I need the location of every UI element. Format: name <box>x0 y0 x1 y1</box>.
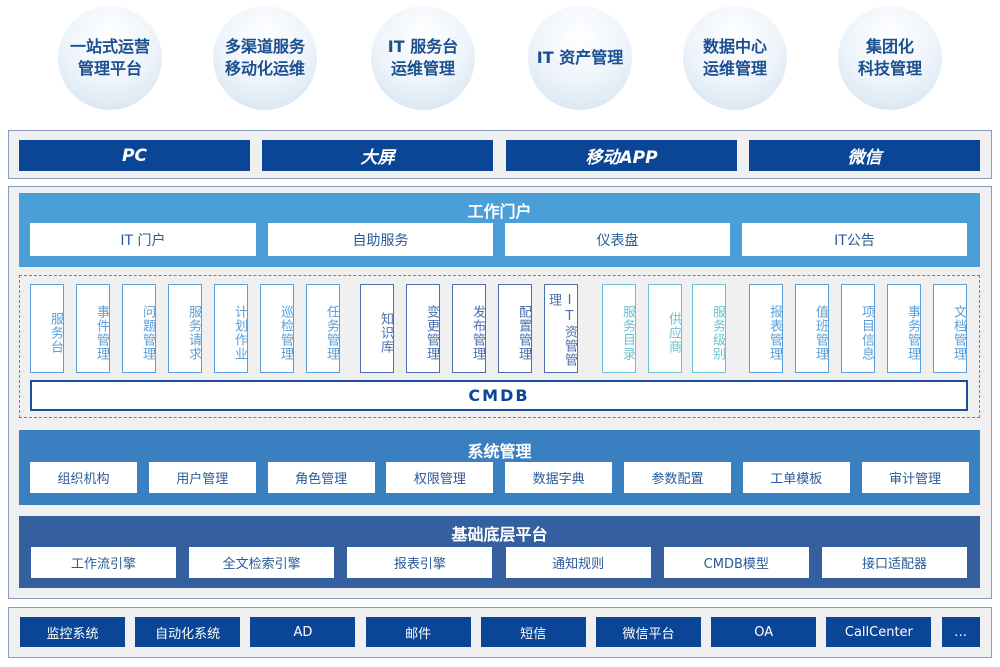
integration-item[interactable]: 微信平台 <box>596 617 701 647</box>
system-item[interactable]: 审计管理 <box>861 462 969 493</box>
base-title: 基础底层平台 <box>451 525 548 544</box>
scenario-circle: 一站式运营 管理平台 <box>58 6 162 110</box>
scenario-circle: 数据中心 运维管理 <box>683 6 787 110</box>
scenario-circle: 集团化 科技管理 <box>838 6 942 110</box>
module-item[interactable]: 项目信息 <box>841 284 875 373</box>
integration-item[interactable]: … <box>941 617 980 647</box>
module-item[interactable]: 发布管理 <box>452 284 486 373</box>
module-item[interactable]: 值班管理 <box>795 284 829 373</box>
scenario-circle: 多渠道服务 移动化运维 <box>213 6 317 110</box>
scenario-circle: IT 资产管理 <box>528 6 632 110</box>
portal-item[interactable]: IT 门户 <box>30 223 256 256</box>
system-item[interactable]: 角色管理 <box>267 462 375 493</box>
portal-item[interactable]: 自助服务 <box>268 223 493 256</box>
base-item[interactable]: 接口适配器 <box>822 547 967 578</box>
cmdb-bar: CMDB <box>30 380 968 411</box>
base-item[interactable]: 全文检索引擎 <box>189 547 335 578</box>
module-item[interactable]: 事件管理 <box>76 284 110 373</box>
base-item[interactable]: 报表引擎 <box>347 547 493 578</box>
module-item[interactable]: 服务台 <box>30 284 64 373</box>
integration-item[interactable]: CallCenter <box>826 617 932 647</box>
portal-item[interactable]: IT公告 <box>742 223 967 256</box>
module-item[interactable]: 变更管理 <box>406 284 440 373</box>
channel-button[interactable]: 大屏 <box>262 140 493 171</box>
module-item[interactable]: 供应商 <box>648 284 682 373</box>
module-item[interactable]: 计划作业 <box>214 284 248 373</box>
integration-item[interactable]: 监控系统 <box>20 617 125 647</box>
module-item[interactable]: 事务管理 <box>887 284 921 373</box>
integration-item[interactable]: OA <box>711 617 817 647</box>
module-item[interactable]: 知识库 <box>360 284 394 373</box>
module-item[interactable]: 任务管理 <box>306 284 340 373</box>
base-band: 基础底层平台 <box>19 516 980 588</box>
integration-item[interactable]: 短信 <box>480 617 586 647</box>
system-item[interactable]: 权限管理 <box>386 462 494 493</box>
module-item[interactable]: 文档管理 <box>933 284 967 373</box>
channel-button[interactable]: 移动APP <box>506 140 737 171</box>
module-item[interactable]: 报表管理 <box>749 284 783 373</box>
module-item[interactable]: 服务请求 <box>168 284 202 373</box>
scenario-circle: IT 服务台 运维管理 <box>371 6 475 110</box>
base-item[interactable]: 工作流引擎 <box>31 547 176 578</box>
system-item[interactable]: 用户管理 <box>148 462 256 493</box>
system-title: 系统管理 <box>467 442 532 461</box>
module-item[interactable]: 服务级别 <box>692 284 726 373</box>
system-item[interactable]: 参数配置 <box>624 462 731 493</box>
channel-button[interactable]: 微信 <box>749 140 980 171</box>
system-item[interactable]: 数据字典 <box>505 462 613 493</box>
module-item[interactable]: 配置管理 <box>498 284 532 373</box>
module-item[interactable]: 服务目录 <box>602 284 636 373</box>
integration-item[interactable]: 自动化系统 <box>135 617 241 647</box>
system-item[interactable]: 工单模板 <box>742 462 850 493</box>
modules-frame <box>19 275 980 418</box>
portal-item[interactable]: 仪表盘 <box>505 223 730 256</box>
base-item[interactable]: CMDB模型 <box>663 547 809 578</box>
portal-title: 工作门户 <box>467 202 532 221</box>
integration-item[interactable]: AD <box>250 617 356 647</box>
module-item[interactable]: 巡检管理 <box>260 284 294 373</box>
base-item[interactable]: 通知规则 <box>505 547 651 578</box>
module-item[interactable]: IT资管管理 <box>544 284 578 373</box>
system-item[interactable]: 组织机构 <box>30 462 137 493</box>
channel-button[interactable]: PC <box>19 140 250 171</box>
module-item[interactable]: 问题管理 <box>122 284 156 373</box>
integration-item[interactable]: 邮件 <box>365 617 471 647</box>
